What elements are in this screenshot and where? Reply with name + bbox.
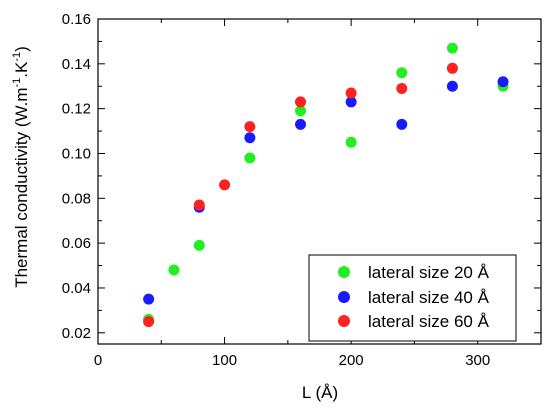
y-tick-label: 0.14	[62, 56, 91, 73]
x-tick-label: 300	[465, 352, 490, 369]
data-point	[345, 87, 357, 99]
data-point	[295, 96, 307, 108]
y-axis-title-sup2: -1	[11, 52, 23, 62]
x-tick-label: 0	[94, 352, 102, 369]
data-point	[244, 152, 256, 164]
data-point	[193, 239, 205, 251]
axes	[97, 18, 542, 345]
data-point	[193, 199, 205, 211]
legend-label-60: lateral size 60 Å	[368, 312, 490, 331]
data-point	[244, 132, 256, 144]
data-point	[396, 118, 408, 130]
y-axis-title: Thermal conductivity (W.m-1.K-1)	[11, 46, 31, 288]
data-point	[143, 293, 155, 305]
x-tick-label: 200	[339, 352, 364, 369]
y-tick-label: 0.02	[62, 325, 91, 342]
legend-label-20: lateral size 20 Å	[368, 263, 490, 282]
legend-label-40: lateral size 40 Å	[368, 288, 490, 307]
data-point	[446, 62, 458, 74]
data-point	[219, 179, 231, 191]
data-point	[345, 96, 357, 108]
series-2	[143, 62, 458, 328]
legend-marker-40	[338, 291, 350, 303]
x-tick-label: 100	[212, 352, 237, 369]
data-point	[168, 264, 180, 276]
data-point	[244, 121, 256, 133]
y-axis-title-sup1: -1	[11, 78, 23, 88]
data-point	[295, 118, 307, 130]
data-point	[345, 136, 357, 148]
data-point	[497, 76, 509, 88]
x-axis-title: L (Å)	[302, 383, 338, 402]
legend-marker-20	[338, 266, 350, 278]
data-point	[446, 42, 458, 54]
y-axis-ticks: 0.02 0.04 0.06 0.08 0.10 0.12 0.14 0.16	[62, 11, 541, 342]
data-point	[295, 105, 307, 117]
series-1	[143, 76, 509, 305]
y-axis-title-mid: .K	[12, 61, 31, 78]
y-tick-label: 0.04	[62, 280, 91, 297]
y-axis-title-end: )	[12, 46, 31, 52]
y-tick-label: 0.06	[62, 235, 91, 252]
x-axis-ticks: 0 100 200 300	[94, 19, 490, 369]
data-points	[143, 42, 509, 328]
y-tick-label: 0.16	[62, 11, 91, 28]
y-axis-title-main: Thermal conductivity (W.m	[12, 88, 31, 288]
data-point	[396, 67, 408, 79]
y-tick-label: 0.12	[62, 101, 91, 118]
data-point	[446, 80, 458, 92]
plot-frame	[97, 18, 542, 345]
data-point	[143, 316, 155, 328]
y-tick-label: 0.10	[62, 145, 91, 162]
y-tick-label: 0.08	[62, 190, 91, 207]
data-point	[396, 82, 408, 94]
legend: lateral size 20 Å lateral size 40 Å late…	[308, 254, 517, 342]
legend-marker-60	[338, 315, 350, 327]
